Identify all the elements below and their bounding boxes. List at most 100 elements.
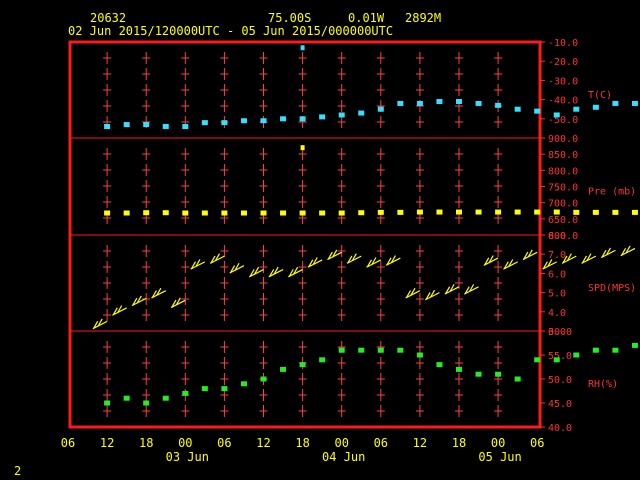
data-point bbox=[143, 210, 150, 216]
y-tick-label: -20.0 bbox=[548, 57, 578, 68]
wind-barb bbox=[151, 290, 167, 299]
wind-barb-flag bbox=[93, 320, 99, 329]
wind-barb-flag bbox=[605, 247, 612, 256]
wind-barb bbox=[620, 247, 636, 257]
data-point bbox=[377, 209, 384, 215]
data-point bbox=[416, 352, 423, 358]
wind-barb bbox=[190, 261, 206, 270]
data-point bbox=[612, 347, 619, 353]
page-number: 2 bbox=[14, 464, 21, 478]
wind-barb-flag bbox=[366, 259, 372, 268]
wind-barb-flag bbox=[288, 269, 294, 277]
data-point bbox=[201, 210, 208, 216]
wind-barb-flag bbox=[562, 255, 568, 264]
wind-barb-flag bbox=[625, 245, 631, 254]
outlier-point bbox=[300, 145, 305, 151]
wind-barb bbox=[483, 257, 499, 266]
wind-barb-flag bbox=[601, 249, 607, 258]
data-point bbox=[416, 209, 423, 215]
period: 02 Jun 2015/120000UTC - 05 Jun 2015/0000… bbox=[68, 24, 393, 38]
data-point bbox=[319, 357, 326, 363]
y-tick-label: 3.0 bbox=[548, 327, 566, 338]
wind-barb bbox=[307, 259, 323, 268]
data-point bbox=[299, 210, 306, 216]
wind-barb-flag bbox=[484, 257, 490, 266]
wind-barb-flag bbox=[386, 257, 392, 266]
data-point bbox=[143, 122, 150, 128]
data-point bbox=[495, 209, 502, 215]
x-tick-label: 12 bbox=[100, 436, 114, 450]
x-tick-label: 12 bbox=[256, 436, 270, 450]
latitude: 75.00S bbox=[268, 11, 311, 25]
data-point bbox=[162, 210, 169, 216]
station-id: 20632 bbox=[90, 11, 126, 25]
y-tick-label: 8.0 bbox=[548, 231, 566, 242]
data-point bbox=[377, 106, 384, 112]
data-point bbox=[182, 210, 189, 216]
y-tick-label: 4.0 bbox=[548, 308, 566, 319]
wind-barb-flag bbox=[406, 290, 412, 298]
data-point bbox=[514, 106, 521, 112]
data-point bbox=[631, 100, 638, 106]
y-tick-label: 5.0 bbox=[548, 289, 566, 300]
y-tick-label: 45.0 bbox=[548, 399, 572, 410]
x-tick-label: 18 bbox=[295, 436, 309, 450]
wind-barb-flag bbox=[249, 269, 255, 277]
x-tick-label: 06 bbox=[374, 436, 388, 450]
outlier-point bbox=[300, 45, 305, 51]
wind-barb-flag bbox=[347, 255, 353, 264]
wind-barb-flag bbox=[136, 295, 142, 304]
wind-barb-flag bbox=[410, 287, 416, 296]
data-point bbox=[436, 362, 443, 368]
data-point bbox=[358, 110, 365, 116]
wind-barb-flag bbox=[234, 262, 240, 271]
wind-barb-flag bbox=[464, 286, 470, 294]
wind-barb-flag bbox=[488, 255, 494, 263]
wind-barb bbox=[248, 269, 264, 278]
wind-barb-flag bbox=[308, 259, 314, 268]
data-point bbox=[260, 210, 267, 216]
data-point bbox=[221, 386, 228, 392]
wind-barb-flag bbox=[132, 297, 138, 306]
wind-barb bbox=[170, 299, 186, 309]
data-point bbox=[416, 100, 423, 106]
data-point bbox=[162, 123, 169, 129]
y-tick-label: 850.0 bbox=[548, 150, 578, 161]
data-point bbox=[534, 357, 541, 363]
y-tick-label: 800.0 bbox=[548, 166, 578, 177]
wind-barb-flag bbox=[621, 247, 627, 256]
y-tick-label: 60.0 bbox=[548, 327, 572, 338]
data-point bbox=[436, 209, 443, 215]
data-point bbox=[377, 347, 384, 353]
data-point bbox=[456, 209, 462, 215]
wind-barb-flag bbox=[508, 259, 514, 267]
wind-barb-flag bbox=[425, 292, 431, 300]
data-point bbox=[221, 120, 228, 126]
wind-barb bbox=[346, 255, 362, 264]
x-tick-label: 06 bbox=[61, 436, 75, 450]
data-point bbox=[592, 209, 599, 215]
panel-label: T(C) bbox=[588, 90, 612, 101]
data-point bbox=[475, 371, 482, 377]
data-point bbox=[123, 395, 130, 401]
wind-barb-flag bbox=[523, 251, 529, 260]
x-tick-label: 18 bbox=[452, 436, 466, 450]
data-point bbox=[573, 106, 580, 112]
y-tick-label: 6.0 bbox=[548, 269, 566, 280]
wind-barb bbox=[131, 297, 147, 307]
data-point bbox=[260, 118, 267, 124]
wind-barb-flag bbox=[332, 249, 338, 258]
wind-barb bbox=[542, 261, 558, 270]
data-point bbox=[280, 116, 287, 122]
panel-label: Pre (mb) bbox=[588, 187, 636, 198]
longitude: 0.01W bbox=[348, 11, 385, 25]
data-point bbox=[436, 99, 443, 105]
plot-area: 06 12 18 00 06 12 18 00 06 12 18 00 06 03 Jun 04 Jun 05… bbox=[61, 38, 640, 464]
data-point bbox=[299, 116, 306, 122]
wind-barb-flag bbox=[445, 286, 451, 294]
wind-barb bbox=[464, 286, 479, 295]
wind-barb bbox=[288, 269, 303, 278]
wind-barb bbox=[444, 286, 460, 295]
data-point bbox=[553, 209, 560, 215]
